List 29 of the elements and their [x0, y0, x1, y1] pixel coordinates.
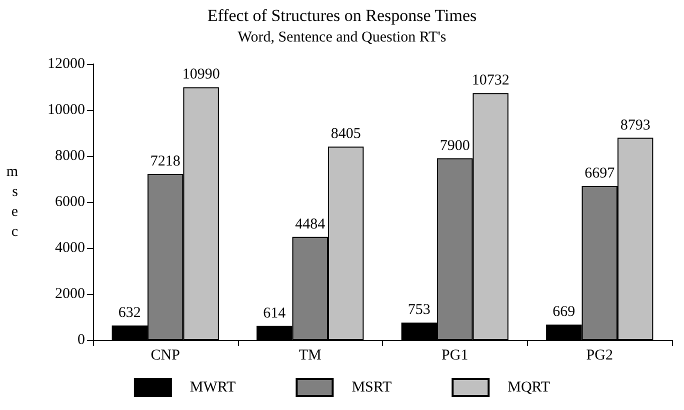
- y-tick-label: 0: [78, 332, 85, 348]
- data-label: 614: [263, 305, 286, 322]
- data-label: 8793: [620, 117, 650, 134]
- chart-subtitle: Word, Sentence and Question RT's: [238, 30, 446, 46]
- legend-label: MSRT: [352, 380, 392, 396]
- y-axis-title: msec: [6, 164, 18, 240]
- data-label: 4484: [295, 216, 326, 232]
- chart-title: Effect of Structures on Response Times: [207, 6, 477, 25]
- data-label: 10990: [182, 66, 220, 83]
- x-tick-label: CNP: [150, 348, 180, 364]
- data-label: 8405: [330, 126, 361, 142]
- data-label: 6697: [584, 165, 616, 182]
- x-tick-label: PG2: [586, 348, 613, 364]
- y-tick-label: 10000: [48, 102, 85, 118]
- data-label: 669: [552, 304, 576, 320]
- y-tick-label: 4000: [55, 240, 85, 256]
- data-label: 632: [118, 304, 141, 321]
- data-label: 753: [408, 302, 430, 318]
- x-tick-label: PG1: [442, 348, 468, 364]
- legend-label: MQRT: [508, 380, 550, 396]
- data-label: 10732: [472, 72, 510, 89]
- x-tick-label: TM: [298, 348, 322, 364]
- data-label: 7900: [440, 138, 470, 154]
- data-label: 7218: [150, 153, 180, 170]
- y-tick-label: 6000: [55, 194, 85, 210]
- y-tick-label: 12000: [48, 56, 85, 72]
- legend-label: MWRT: [190, 380, 236, 396]
- y-tick-label: 2000: [55, 286, 85, 302]
- y-tick-label: 8000: [55, 148, 85, 164]
